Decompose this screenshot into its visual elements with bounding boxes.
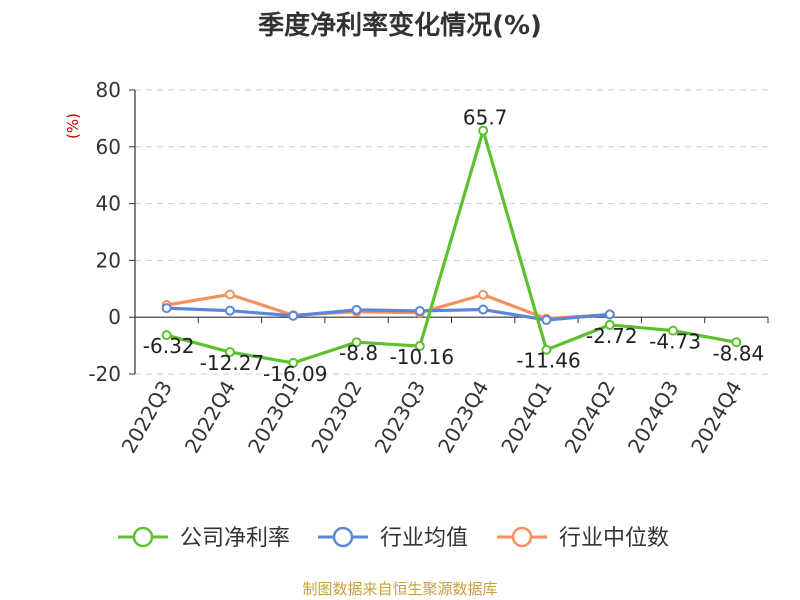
data-point bbox=[224, 347, 235, 358]
data-point bbox=[478, 304, 489, 315]
data-point bbox=[731, 337, 742, 348]
x-tick-label: 2024Q4 bbox=[686, 377, 746, 458]
data-point bbox=[478, 125, 489, 136]
x-tick-label: 2023Q1 bbox=[243, 377, 303, 458]
series-line bbox=[166, 129, 737, 365]
data-point bbox=[288, 310, 299, 321]
x-tick-label: 2023Q4 bbox=[433, 377, 493, 458]
x-tick-label: 2024Q1 bbox=[496, 377, 556, 458]
data-point bbox=[161, 303, 172, 314]
data-point bbox=[478, 289, 489, 300]
legend-label: 公司净利率 bbox=[180, 526, 290, 551]
data-point bbox=[351, 337, 362, 348]
x-tick-label: 2022Q4 bbox=[180, 377, 240, 458]
legend-item-0: 公司净利率 bbox=[118, 526, 290, 551]
chart-title: 季度净利率变化情况(%) bbox=[258, 10, 542, 41]
data-label: 65.7 bbox=[463, 106, 508, 130]
x-tick-label: 2023Q2 bbox=[306, 377, 366, 458]
y-tick-label: 80 bbox=[96, 78, 121, 102]
data-label: -11.46 bbox=[516, 349, 580, 373]
source-note: 制图数据来自恒生聚源数据库 bbox=[302, 580, 497, 598]
y-tick-label: -20 bbox=[88, 362, 121, 386]
x-tick-label: 2023Q3 bbox=[370, 377, 430, 458]
data-point bbox=[604, 319, 615, 330]
legend: 公司净利率 行业均值 行业中位数 bbox=[118, 526, 669, 551]
data-label: -8.8 bbox=[339, 341, 378, 365]
data-point bbox=[541, 344, 552, 355]
data-point bbox=[224, 305, 235, 316]
data-point bbox=[224, 289, 235, 300]
legend-label: 行业中位数 bbox=[559, 526, 669, 551]
y-tick-label: 0 bbox=[108, 305, 121, 329]
data-point bbox=[351, 304, 362, 315]
y-tick-label: 60 bbox=[96, 135, 121, 159]
data-labels: -6.32-12.27-16.09 -8.8 -10.16 65.7 -11.46-2.… bbox=[143, 106, 764, 386]
y-tick-label: 40 bbox=[96, 192, 121, 216]
series-0 bbox=[161, 125, 742, 368]
x-tick-label: 2024Q3 bbox=[623, 377, 683, 458]
data-label: -10.16 bbox=[390, 345, 454, 369]
data-point bbox=[668, 325, 679, 336]
data-label: -16.09 bbox=[263, 362, 327, 386]
data-point bbox=[604, 309, 615, 320]
data-label: -6.32 bbox=[143, 334, 195, 358]
data-point bbox=[414, 305, 425, 316]
data-point bbox=[414, 341, 425, 352]
series-lines bbox=[161, 125, 742, 368]
y-tick-label: 20 bbox=[96, 248, 121, 272]
data-label: -8.84 bbox=[712, 341, 764, 365]
x-tick-label: 2024Q2 bbox=[560, 377, 620, 458]
y-axis-unit: (%) bbox=[64, 113, 82, 139]
legend-item-2: 行业中位数 bbox=[497, 526, 669, 551]
data-point bbox=[541, 315, 552, 326]
legend-swatch-marker bbox=[511, 526, 533, 548]
x-tick-label: 2022Q3 bbox=[117, 377, 177, 458]
legend-item-1: 行业均值 bbox=[318, 526, 468, 551]
legend-label: 行业均值 bbox=[380, 526, 468, 551]
legend-swatch-marker bbox=[332, 526, 354, 548]
data-point bbox=[161, 330, 172, 341]
data-label: -2.72 bbox=[586, 324, 638, 348]
data-label: -12.27 bbox=[200, 351, 264, 375]
legend-swatch-marker bbox=[132, 526, 154, 548]
data-point bbox=[288, 357, 299, 368]
data-label: -4.73 bbox=[649, 330, 701, 354]
